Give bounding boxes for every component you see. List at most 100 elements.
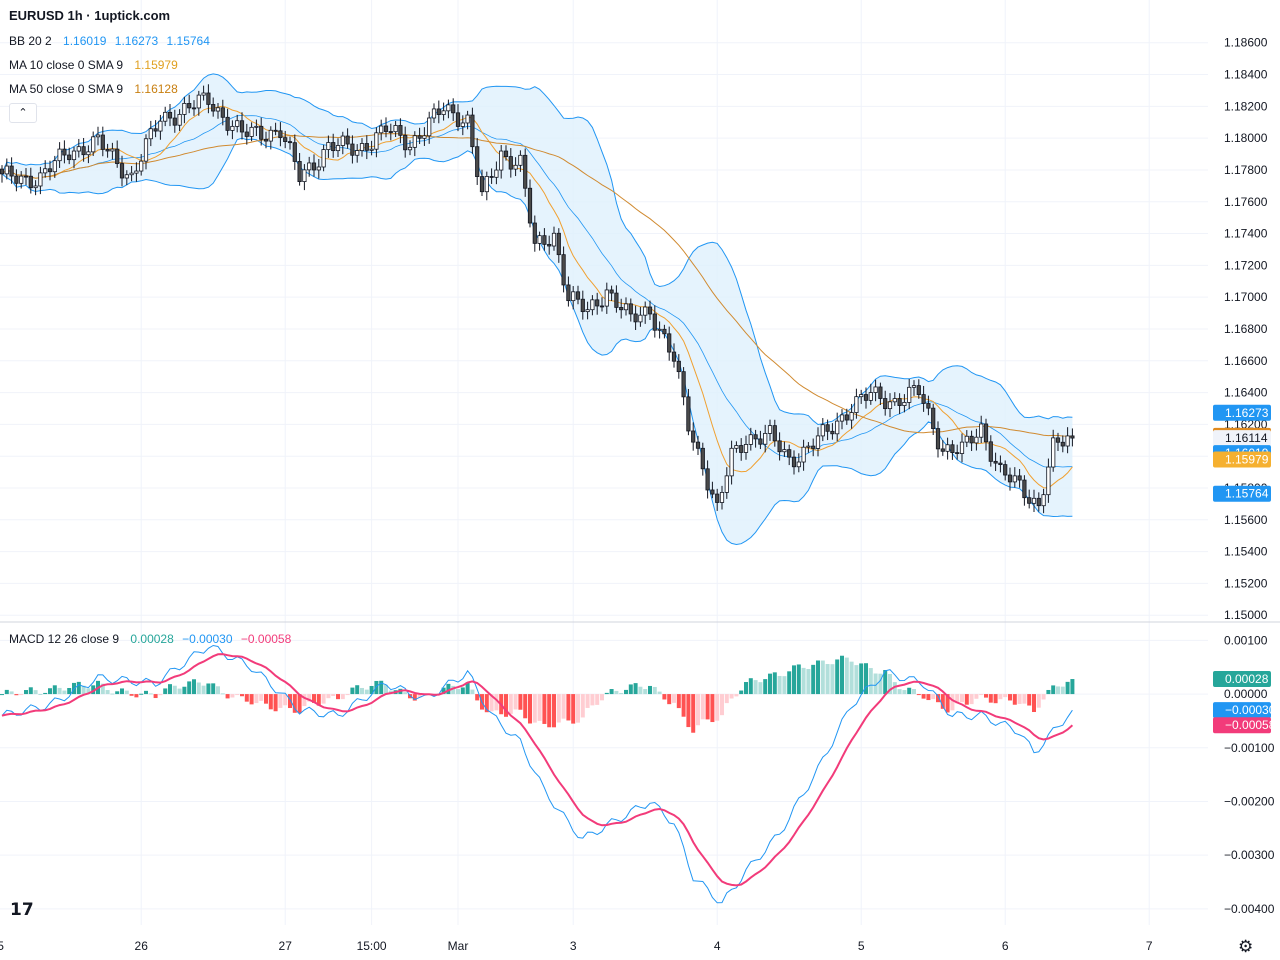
signal-line bbox=[1, 653, 1074, 887]
macd-histogram-bar bbox=[235, 694, 240, 696]
ma10-legend[interactable]: MA 10 close 0 SMA 9 1.15979 bbox=[9, 58, 183, 72]
price-scale-labels: 1.162731.161281.161141.160191.159791.157… bbox=[1213, 404, 1276, 734]
candle-body bbox=[163, 111, 168, 122]
macd-histogram-bar bbox=[897, 689, 902, 695]
candle-body bbox=[191, 107, 197, 110]
candle-body bbox=[926, 403, 931, 409]
macd-histogram-bar bbox=[504, 694, 508, 717]
candle-body bbox=[311, 162, 317, 171]
candle-body bbox=[196, 94, 201, 109]
candle-body bbox=[119, 163, 125, 179]
macd-histogram-bar bbox=[364, 689, 369, 695]
candle-body bbox=[263, 138, 269, 142]
time-tick-label: 5 bbox=[858, 939, 865, 953]
candle-body bbox=[974, 436, 979, 444]
macd-histogram-bar bbox=[537, 694, 542, 721]
candle-body bbox=[695, 441, 701, 449]
candle-body bbox=[499, 150, 504, 171]
ma50-legend[interactable]: MA 50 close 0 SMA 9 1.16128 bbox=[9, 82, 183, 96]
macd-legend-name: MACD 12 26 close 9 bbox=[9, 632, 120, 646]
macd-histogram-bar bbox=[244, 694, 249, 702]
time-tick-label: 4 bbox=[714, 939, 721, 953]
macd-histogram-bar bbox=[360, 687, 364, 695]
candle-body bbox=[331, 142, 336, 152]
candle-body bbox=[489, 176, 494, 178]
macd-histogram-bar bbox=[571, 694, 576, 724]
candle-body bbox=[52, 160, 57, 173]
macd-histogram-bar bbox=[984, 694, 988, 698]
macd-histogram-bar bbox=[825, 664, 830, 695]
macd-histogram-bar bbox=[912, 689, 916, 695]
macd-histogram-bar bbox=[835, 659, 840, 695]
macd-histogram-bar bbox=[52, 685, 57, 695]
candle-body bbox=[158, 120, 163, 132]
time-tick-label: 3 bbox=[570, 939, 577, 953]
macd-histogram-bar bbox=[873, 673, 878, 695]
macd-histogram-bar bbox=[4, 689, 9, 695]
macd-histogram-bar bbox=[888, 673, 892, 695]
macd-tick-label: −0.00400 bbox=[1224, 902, 1275, 916]
macd-histogram-bar bbox=[979, 694, 984, 696]
macd-histogram-bar bbox=[561, 694, 566, 719]
candle-body bbox=[71, 150, 77, 161]
price-badge-text: 1.16273 bbox=[1225, 406, 1269, 420]
candle-body bbox=[993, 460, 998, 464]
bb-legend[interactable]: BB 20 2 1.16019 1.16273 1.15764 bbox=[9, 34, 215, 48]
candle-body bbox=[652, 313, 657, 331]
macd-histogram-bar bbox=[105, 690, 110, 695]
macd-histogram-bar bbox=[153, 694, 158, 699]
candle-body bbox=[806, 445, 811, 448]
macd-histogram-bar bbox=[220, 693, 225, 695]
collapse-legend-button[interactable]: ⌃ bbox=[9, 103, 37, 123]
candle-body bbox=[484, 176, 489, 193]
candle-body bbox=[383, 125, 389, 132]
candle-body bbox=[143, 138, 149, 162]
macd-legend[interactable]: MACD 12 26 close 9 0.00028 −0.00030 −0.0… bbox=[9, 632, 296, 646]
macd-histogram-bar bbox=[532, 694, 537, 723]
tradingview-logo-icon[interactable]: 17 bbox=[10, 900, 34, 920]
candle-body bbox=[321, 149, 326, 168]
macd-histogram-bar bbox=[86, 688, 91, 695]
candle-body bbox=[1055, 437, 1061, 443]
macd-histogram-bar bbox=[974, 694, 979, 699]
candle-body bbox=[547, 243, 552, 247]
candle-body bbox=[43, 168, 48, 174]
candle-body bbox=[287, 141, 293, 144]
candle-body bbox=[326, 142, 331, 150]
candle-body bbox=[23, 175, 29, 178]
price-badge bbox=[1213, 671, 1271, 688]
macd-histogram-bar bbox=[312, 694, 316, 703]
candle-body bbox=[950, 444, 955, 453]
macd-histogram-bar bbox=[302, 694, 307, 707]
macd-histogram-bar bbox=[969, 694, 974, 705]
macd-histogram-bar bbox=[940, 694, 945, 709]
candle-body bbox=[959, 441, 965, 454]
candle-body bbox=[316, 166, 321, 171]
candle-body bbox=[523, 154, 528, 189]
candle-body bbox=[1022, 479, 1027, 499]
time-tick-label: 26 bbox=[135, 939, 149, 953]
candle-body bbox=[782, 449, 787, 453]
candle-body bbox=[436, 108, 441, 115]
candle-body bbox=[47, 168, 53, 173]
macd-tick-label: −0.00300 bbox=[1224, 848, 1275, 862]
macd-histogram-bar bbox=[998, 694, 1003, 700]
macd-histogram-bar bbox=[681, 694, 686, 717]
time-tick-label: Mar bbox=[448, 939, 469, 953]
macd-histogram-bar bbox=[667, 694, 672, 705]
candle-body bbox=[1027, 497, 1032, 504]
candle-body bbox=[508, 156, 513, 170]
candle-body bbox=[758, 438, 763, 445]
candle-body bbox=[211, 104, 216, 112]
candle-body bbox=[724, 475, 729, 493]
candle-body bbox=[883, 398, 888, 410]
ma50-line bbox=[1, 133, 1073, 437]
candle-body bbox=[580, 298, 585, 313]
candle-body bbox=[748, 434, 753, 445]
gear-icon[interactable]: ⚙ bbox=[1238, 937, 1254, 956]
candle-body bbox=[815, 435, 821, 449]
price-badge-text: 0.00028 bbox=[1225, 672, 1269, 686]
price-tick-label: 1.17600 bbox=[1224, 195, 1268, 209]
candle-body bbox=[359, 143, 365, 151]
